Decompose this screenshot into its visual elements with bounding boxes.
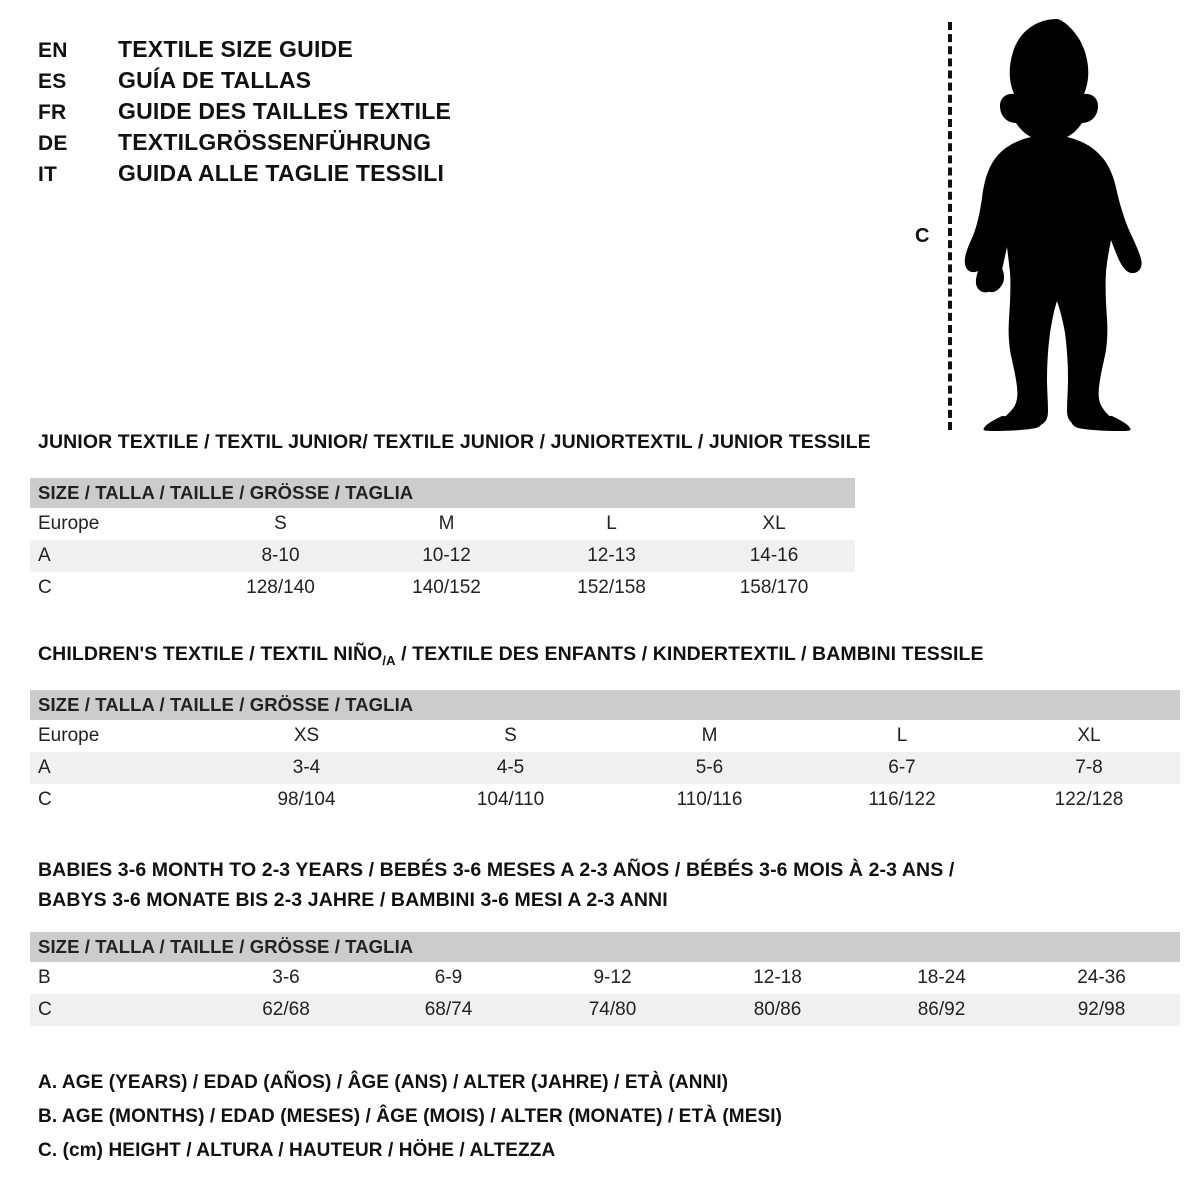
cell: 12-18 [695, 962, 860, 994]
legend-line-a: A. AGE (YEARS) / EDAD (AÑOS) / ÂGE (ANS)… [38, 1072, 729, 1093]
table-row: C 128/140 140/152 152/158 158/170 [30, 572, 856, 604]
language-title: GUIDE DES TAILLES TEXTILE [118, 98, 451, 124]
table-band-row: SIZE / TALLA / TAILLE / GRÖSSE / TAGLIA [30, 932, 1181, 962]
cell: 12-13 [530, 540, 693, 572]
table-band-row: SIZE / TALLA / TAILLE / GRÖSSE / TAGLIA [30, 478, 856, 508]
measurement-legend: A. AGE (YEARS) / EDAD (AÑOS) / ÂGE (ANS)… [38, 1066, 938, 1168]
cell: S [408, 720, 613, 752]
children-section-title: CHILDREN'S TEXTILE / TEXTIL NIÑO/A / TEX… [38, 640, 984, 675]
children-title-post: / TEXTILE DES ENFANTS / KINDERTEXTIL / B… [395, 643, 984, 665]
cell: 4-5 [408, 752, 613, 784]
cell: L [530, 508, 693, 540]
language-row-es: ES GUÍA DE TALLAS [38, 65, 598, 96]
language-title: TEXTILE SIZE GUIDE [118, 36, 353, 62]
cell: 92/98 [1023, 994, 1181, 1026]
cell: 74/80 [530, 994, 695, 1026]
cell: 3-4 [205, 752, 408, 784]
cell: 6-7 [806, 752, 998, 784]
junior-section-title: JUNIOR TEXTILE / TEXTIL JUNIOR/ TEXTILE … [38, 431, 871, 453]
cell: 68/74 [367, 994, 530, 1026]
cell: 128/140 [198, 572, 363, 604]
row-label: B [30, 962, 205, 994]
cell: 10-12 [363, 540, 530, 572]
cell: 18-24 [860, 962, 1023, 994]
junior-size-table: SIZE / TALLA / TAILLE / GRÖSSE / TAGLIA … [30, 478, 856, 604]
row-label: C [30, 572, 198, 604]
children-size-table: SIZE / TALLA / TAILLE / GRÖSSE / TAGLIA … [30, 690, 1181, 816]
language-row-en: EN TEXTILE SIZE GUIDE [38, 34, 598, 65]
cell: 9-12 [530, 962, 695, 994]
row-label: Europe [30, 508, 198, 540]
cell: XS [205, 720, 408, 752]
language-row-de: DE TEXTILGRÖSSENFÜHRUNG [38, 127, 598, 158]
babies-section-title-line1: BABIES 3-6 MONTH TO 2-3 YEARS / BEBÉS 3-… [38, 859, 955, 881]
cell: 110/116 [613, 784, 806, 816]
table-row: A 8-10 10-12 12-13 14-16 [30, 540, 856, 572]
language-code: ES [38, 70, 67, 93]
babies-size-table: SIZE / TALLA / TAILLE / GRÖSSE / TAGLIA … [30, 932, 1181, 1026]
cell: 152/158 [530, 572, 693, 604]
cell: 80/86 [695, 994, 860, 1026]
table-band-row: SIZE / TALLA / TAILLE / GRÖSSE / TAGLIA [30, 690, 1181, 720]
cell: 7-8 [998, 752, 1181, 784]
language-row-fr: FR GUIDE DES TAILLES TEXTILE [38, 96, 598, 127]
cell: 6-9 [367, 962, 530, 994]
row-label: C [30, 784, 205, 816]
language-title: GUÍA DE TALLAS [118, 67, 312, 93]
cell: 116/122 [806, 784, 998, 816]
cell: 158/170 [693, 572, 856, 604]
legend-line-c: C. (cm) HEIGHT / ALTURA / HAUTEUR / HÖHE… [38, 1140, 556, 1161]
cell: M [363, 508, 530, 540]
children-title-pre: CHILDREN'S TEXTILE / TEXTIL NIÑO [38, 643, 383, 665]
table-row: C 62/68 68/74 74/80 80/86 86/92 92/98 [30, 994, 1181, 1026]
legend-line-b: B. AGE (MONTHS) / EDAD (MESES) / ÂGE (MO… [38, 1106, 783, 1127]
children-title-subscript: /A [382, 652, 396, 668]
language-code: FR [38, 101, 67, 124]
language-title-block: EN TEXTILE SIZE GUIDE ES GUÍA DE TALLAS … [38, 34, 598, 189]
language-code: EN [38, 39, 68, 62]
band-label: SIZE / TALLA / TAILLE / GRÖSSE / TAGLIA [30, 478, 856, 508]
band-label: SIZE / TALLA / TAILLE / GRÖSSE / TAGLIA [30, 932, 1181, 962]
cell: S [198, 508, 363, 540]
cell: 3-6 [205, 962, 367, 994]
band-label: SIZE / TALLA / TAILLE / GRÖSSE / TAGLIA [30, 690, 1181, 720]
language-title: TEXTILGRÖSSENFÜHRUNG [118, 129, 432, 155]
height-dashed-line [948, 22, 952, 430]
cell: 98/104 [205, 784, 408, 816]
cell: XL [693, 508, 856, 540]
table-row: Europe S M L XL [30, 508, 856, 540]
babies-section-title-line2: BABYS 3-6 MONATE BIS 2-3 JAHRE / BAMBINI… [38, 889, 668, 911]
table-row: C 98/104 104/110 110/116 116/122 122/128 [30, 784, 1181, 816]
cell: 62/68 [205, 994, 367, 1026]
language-code: IT [38, 163, 58, 186]
cell: 122/128 [998, 784, 1181, 816]
table-row: B 3-6 6-9 9-12 12-18 18-24 24-36 [30, 962, 1181, 994]
measure-axis-label: C [915, 225, 930, 247]
cell: 140/152 [363, 572, 530, 604]
cell: 14-16 [693, 540, 856, 572]
table-row: A 3-4 4-5 5-6 6-7 7-8 [30, 752, 1181, 784]
height-measurement-figure: C [900, 8, 1180, 438]
row-label: A [30, 752, 205, 784]
cell: 86/92 [860, 994, 1023, 1026]
cell: XL [998, 720, 1181, 752]
row-label: Europe [30, 720, 205, 752]
language-row-it: IT GUIDA ALLE TAGLIE TESSILI [38, 158, 598, 189]
table-row: Europe XS S M L XL [30, 720, 1181, 752]
cell: 8-10 [198, 540, 363, 572]
row-label: C [30, 994, 205, 1026]
cell: 104/110 [408, 784, 613, 816]
language-code: DE [38, 132, 68, 155]
cell: L [806, 720, 998, 752]
cell: 5-6 [613, 752, 806, 784]
toddler-silhouette-icon [964, 19, 1142, 431]
cell: 24-36 [1023, 962, 1181, 994]
row-label: A [30, 540, 198, 572]
language-title: GUIDA ALLE TAGLIE TESSILI [118, 160, 445, 186]
cell: M [613, 720, 806, 752]
